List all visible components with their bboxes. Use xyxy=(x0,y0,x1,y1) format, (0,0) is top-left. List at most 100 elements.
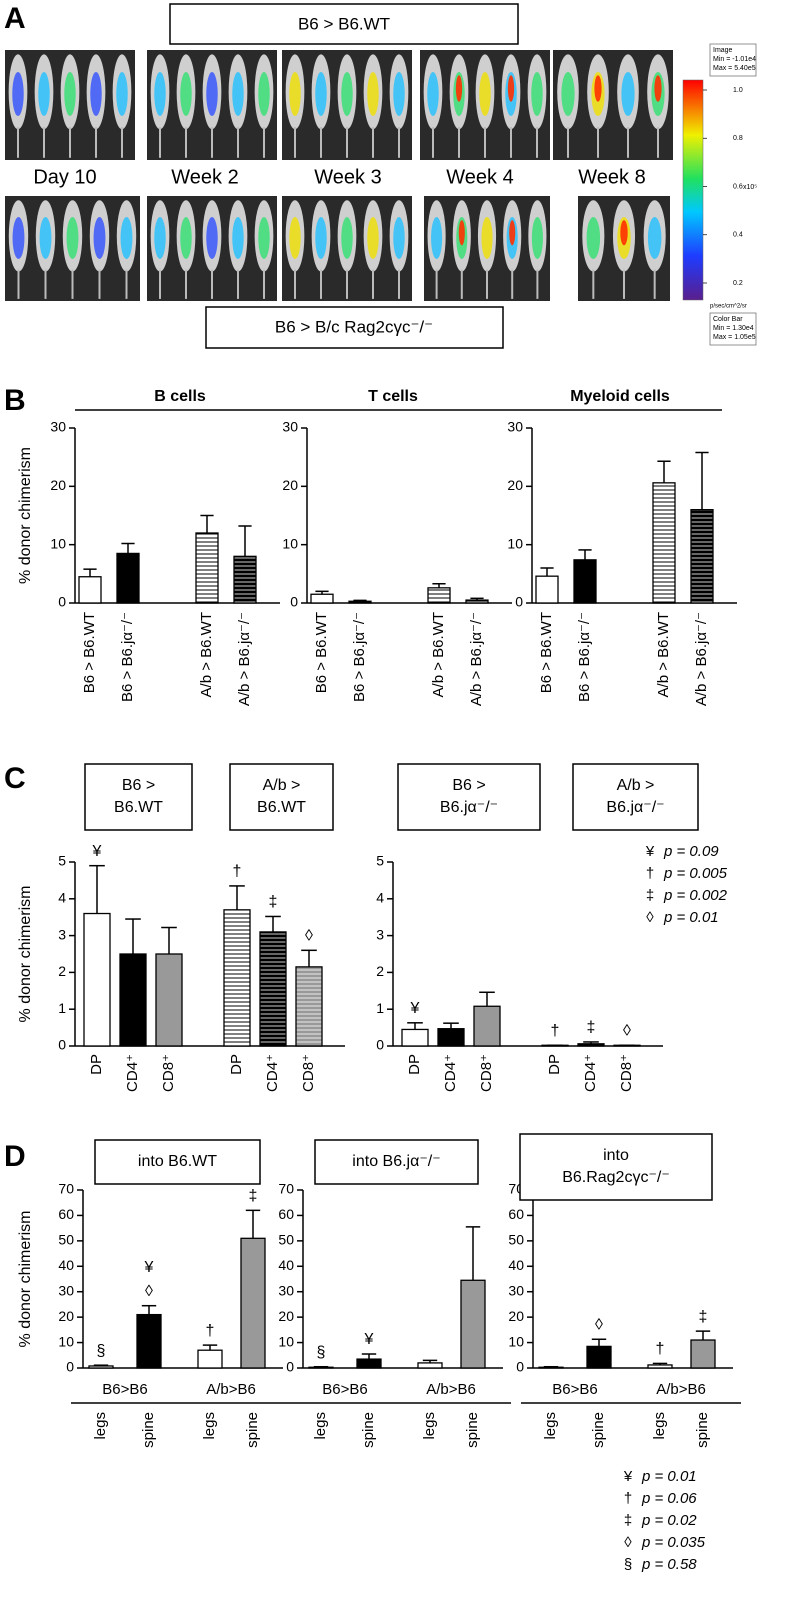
group-title-box xyxy=(397,763,541,831)
x-tick-label: CD8⁺ xyxy=(618,1054,635,1092)
y-tick-label: 60 xyxy=(278,1206,294,1222)
y-tick-label: 0 xyxy=(515,594,523,610)
legend-text: p = 0.06 xyxy=(641,1490,697,1507)
colorbar-tick-label: 0.6 xyxy=(733,183,743,190)
chart-title: into B6.jα⁻/⁻ xyxy=(352,1153,440,1170)
signal xyxy=(479,72,491,116)
signal xyxy=(154,217,166,259)
x-tick-label: legs xyxy=(421,1412,438,1440)
x-tick-label: spine xyxy=(464,1412,481,1448)
group-label: A/b>B6 xyxy=(426,1381,476,1398)
x-tick-label: A/b > B6.jα⁻/⁻ xyxy=(236,612,253,706)
bar xyxy=(259,931,287,1047)
y-tick-label: 20 xyxy=(507,477,523,493)
bar xyxy=(586,1345,612,1369)
y-tick-label: 5 xyxy=(58,853,66,869)
title-box xyxy=(94,1139,261,1185)
y-tick-label: 50 xyxy=(508,1232,524,1248)
bar xyxy=(577,1043,605,1047)
x-tick-label: CD4⁺ xyxy=(582,1054,599,1092)
signal xyxy=(393,72,405,116)
y-tick-label: 30 xyxy=(278,1282,294,1298)
x-tick-label: DP xyxy=(228,1054,245,1075)
y-tick-label: 2 xyxy=(376,963,384,979)
significance-mark: † xyxy=(206,1322,215,1339)
signal xyxy=(341,217,353,259)
signal xyxy=(586,217,601,259)
panel-label: D xyxy=(4,1140,26,1173)
x-tick-label: legs xyxy=(651,1412,668,1440)
signal xyxy=(258,72,270,116)
group-title-box xyxy=(572,763,699,831)
signal xyxy=(206,217,218,259)
y-tick-label: 1 xyxy=(58,1000,66,1016)
signal xyxy=(39,217,52,259)
significance-mark: § xyxy=(97,1342,106,1359)
bar xyxy=(88,1365,114,1369)
x-tick-label: spine xyxy=(360,1412,377,1448)
panel-label: B xyxy=(4,384,26,417)
signal xyxy=(180,72,192,116)
bar xyxy=(119,953,147,1047)
legend-text: p = 0.035 xyxy=(641,1534,706,1551)
y-tick-label: 40 xyxy=(278,1257,294,1273)
panel-label: C xyxy=(4,762,26,795)
bar xyxy=(83,912,111,1047)
y-tick-label: 1 xyxy=(376,1000,384,1016)
signal xyxy=(289,72,301,116)
signal xyxy=(38,72,50,116)
bar xyxy=(295,966,323,1047)
significance-mark: ◊ xyxy=(305,928,313,945)
group-title: B6.jα⁻/⁻ xyxy=(606,799,664,816)
timepoint-label: Week 2 xyxy=(171,166,238,188)
colorbar-tick-label: 0.2 xyxy=(733,280,743,287)
y-tick-label: 40 xyxy=(508,1257,524,1273)
x-tick-label: CD4⁺ xyxy=(442,1054,459,1092)
x-tick-label: A/b > B6.WT xyxy=(198,612,215,697)
bar xyxy=(473,1005,501,1047)
significance-mark: † xyxy=(551,1022,560,1039)
condition-box xyxy=(205,306,504,349)
x-tick-label: spine xyxy=(694,1412,711,1448)
x-tick-label: CD8⁺ xyxy=(300,1054,317,1092)
group-title: A/b > xyxy=(263,777,301,794)
signal xyxy=(66,217,79,259)
legend-text: p = 0.002 xyxy=(663,887,728,904)
bar xyxy=(427,587,451,604)
y-tick-label: 2 xyxy=(58,963,66,979)
group-label: B6>B6 xyxy=(552,1381,597,1398)
x-tick-label: legs xyxy=(92,1412,109,1440)
panel-label: A xyxy=(4,2,26,35)
y-tick-label: 20 xyxy=(508,1308,524,1324)
bar xyxy=(465,599,489,604)
bar xyxy=(690,1339,716,1369)
y-tick-label: 3 xyxy=(58,926,66,942)
bar xyxy=(401,1028,429,1047)
bar xyxy=(652,482,676,604)
group-title: B6.jα⁻/⁻ xyxy=(440,799,498,816)
bar xyxy=(348,600,372,604)
timepoint-label: Week 8 xyxy=(578,166,645,188)
significance-mark: ‡ xyxy=(587,1019,596,1036)
significance-mark: ‡ xyxy=(699,1308,708,1325)
colorbar-unit: p/sec/cm^2/sr xyxy=(710,304,747,310)
significance-mark: ¥ xyxy=(144,1259,154,1276)
signal xyxy=(232,217,244,259)
bar xyxy=(197,1349,223,1369)
condition-label: B6 > B/c Rag2cγc⁻/⁻ xyxy=(275,317,433,336)
y-tick-label: 30 xyxy=(508,1282,524,1298)
bar xyxy=(240,1237,266,1369)
y-tick-label: 10 xyxy=(508,1333,524,1349)
bar xyxy=(78,576,102,604)
x-tick-label: CD4⁺ xyxy=(124,1054,141,1092)
colorbar-box xyxy=(709,312,757,346)
significance-mark: ¥ xyxy=(410,1000,420,1017)
group-title: B6 > xyxy=(122,777,155,794)
y-tick-label: 10 xyxy=(282,535,298,551)
colorbar-tick-label: 0.8 xyxy=(733,135,743,142)
legend-symbol: † xyxy=(646,865,654,882)
colorbar-info: Min = 1.30e4 xyxy=(713,325,754,332)
y-tick-label: 20 xyxy=(282,477,298,493)
group-label: B6>B6 xyxy=(102,1381,147,1398)
